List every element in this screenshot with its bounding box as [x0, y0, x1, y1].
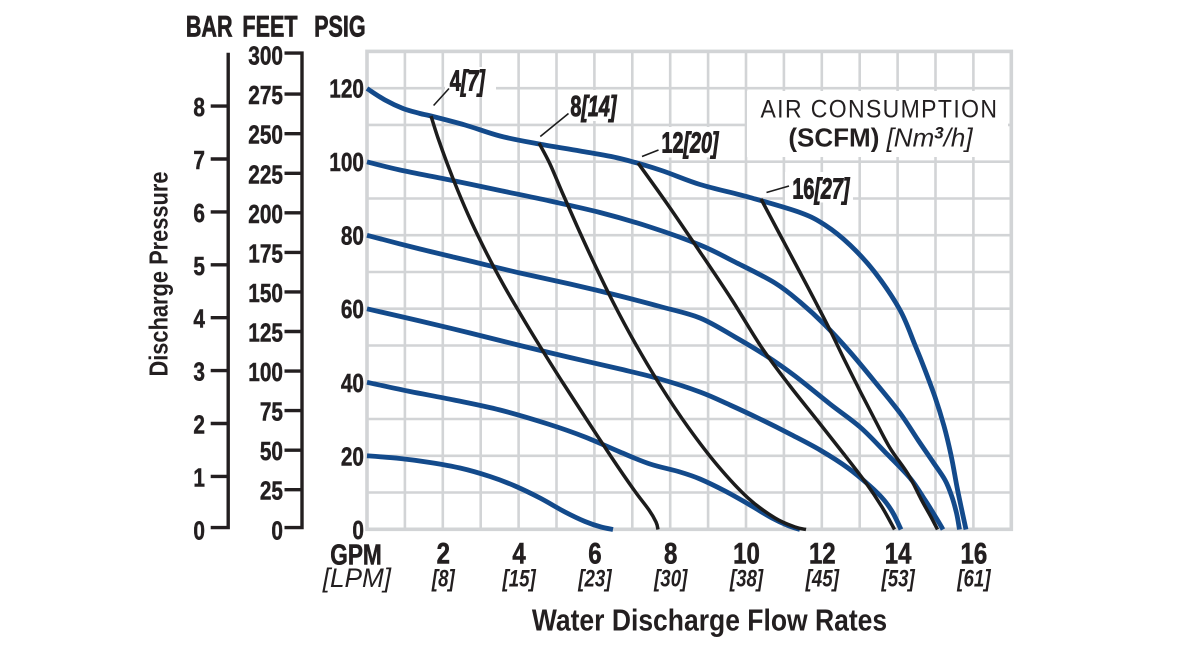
- svg-text:4[7]: 4[7]: [450, 66, 486, 98]
- svg-text:6: 6: [588, 536, 601, 570]
- svg-text:[45]: [45]: [805, 565, 840, 592]
- svg-text:16[27]: 16[27]: [792, 174, 850, 206]
- svg-text:[LPM]: [LPM]: [322, 563, 392, 593]
- svg-text:125: 125: [248, 318, 283, 347]
- svg-text:225: 225: [248, 160, 283, 189]
- svg-text:0: 0: [271, 516, 283, 545]
- svg-text:1: 1: [193, 463, 205, 492]
- svg-text:120: 120: [329, 75, 364, 104]
- svg-text:2: 2: [437, 536, 450, 570]
- svg-text:[30]: [30]: [653, 565, 688, 592]
- svg-text:[15]: [15]: [502, 565, 537, 592]
- svg-text:14: 14: [885, 536, 912, 570]
- svg-text:20: 20: [341, 442, 364, 471]
- svg-text:PSIG: PSIG: [314, 9, 366, 43]
- svg-text:12[20]: 12[20]: [662, 128, 720, 160]
- svg-text:16: 16: [961, 536, 988, 570]
- svg-text:275: 275: [248, 81, 283, 110]
- svg-text:[38]: [38]: [729, 565, 764, 592]
- svg-text:GPM: GPM: [330, 538, 382, 571]
- svg-text:[53]: [53]: [881, 565, 916, 592]
- svg-text:8[14]: 8[14]: [570, 91, 617, 123]
- svg-text:3: 3: [193, 357, 205, 386]
- svg-text:300: 300: [248, 41, 283, 70]
- svg-text:10: 10: [733, 536, 760, 570]
- svg-text:40: 40: [341, 369, 364, 398]
- svg-text:2: 2: [193, 410, 205, 439]
- svg-text:100: 100: [248, 358, 283, 387]
- svg-text:[23]: [23]: [577, 565, 612, 592]
- svg-text:50: 50: [260, 437, 283, 466]
- svg-text:(SCFM) [Nm3/h]: (SCFM) [Nm3/h]: [788, 123, 973, 153]
- svg-text:200: 200: [248, 200, 283, 229]
- svg-text:8: 8: [193, 93, 205, 122]
- svg-text:FEET: FEET: [242, 9, 297, 43]
- svg-text:250: 250: [248, 121, 283, 150]
- svg-text:[61]: [61]: [956, 565, 991, 592]
- svg-text:12: 12: [809, 536, 836, 570]
- svg-text:[8]: [8]: [431, 565, 455, 592]
- svg-text:100: 100: [329, 148, 364, 177]
- svg-text:175: 175: [248, 239, 283, 268]
- svg-text:4: 4: [512, 536, 525, 570]
- svg-text:BAR: BAR: [186, 9, 233, 43]
- svg-text:AIR CONSUMPTION: AIR CONSUMPTION: [760, 96, 998, 124]
- svg-text:25: 25: [260, 477, 283, 506]
- svg-text:5: 5: [193, 252, 205, 281]
- svg-text:7: 7: [193, 146, 205, 175]
- svg-text:Discharge Pressure: Discharge Pressure: [145, 171, 174, 376]
- svg-text:60: 60: [341, 295, 364, 324]
- svg-text:80: 80: [341, 222, 364, 251]
- svg-text:75: 75: [260, 397, 283, 426]
- svg-text:Water Discharge Flow Rates: Water Discharge Flow Rates: [532, 604, 887, 638]
- svg-text:8: 8: [664, 536, 677, 570]
- svg-text:6: 6: [193, 199, 205, 228]
- svg-text:4: 4: [193, 305, 205, 334]
- svg-text:0: 0: [193, 516, 205, 545]
- svg-text:150: 150: [248, 279, 283, 308]
- svg-text:0: 0: [352, 516, 364, 545]
